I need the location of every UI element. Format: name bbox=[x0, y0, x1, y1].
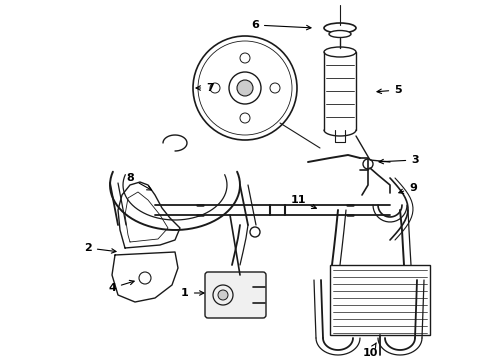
Text: 10: 10 bbox=[362, 343, 378, 358]
Ellipse shape bbox=[329, 31, 351, 37]
Text: 2: 2 bbox=[84, 243, 116, 253]
Circle shape bbox=[237, 80, 253, 96]
Text: 9: 9 bbox=[399, 183, 417, 193]
Text: 5: 5 bbox=[377, 85, 402, 95]
FancyBboxPatch shape bbox=[205, 272, 266, 318]
Text: 6: 6 bbox=[251, 20, 311, 30]
Circle shape bbox=[218, 290, 228, 300]
Text: 11: 11 bbox=[290, 195, 317, 208]
Text: 7: 7 bbox=[196, 83, 214, 93]
Text: 3: 3 bbox=[379, 155, 419, 165]
Text: 4: 4 bbox=[108, 280, 134, 293]
Text: 1: 1 bbox=[181, 288, 204, 298]
Bar bbox=[330, 265, 430, 335]
Ellipse shape bbox=[324, 47, 356, 57]
Ellipse shape bbox=[324, 23, 356, 33]
Text: 8: 8 bbox=[126, 173, 151, 190]
